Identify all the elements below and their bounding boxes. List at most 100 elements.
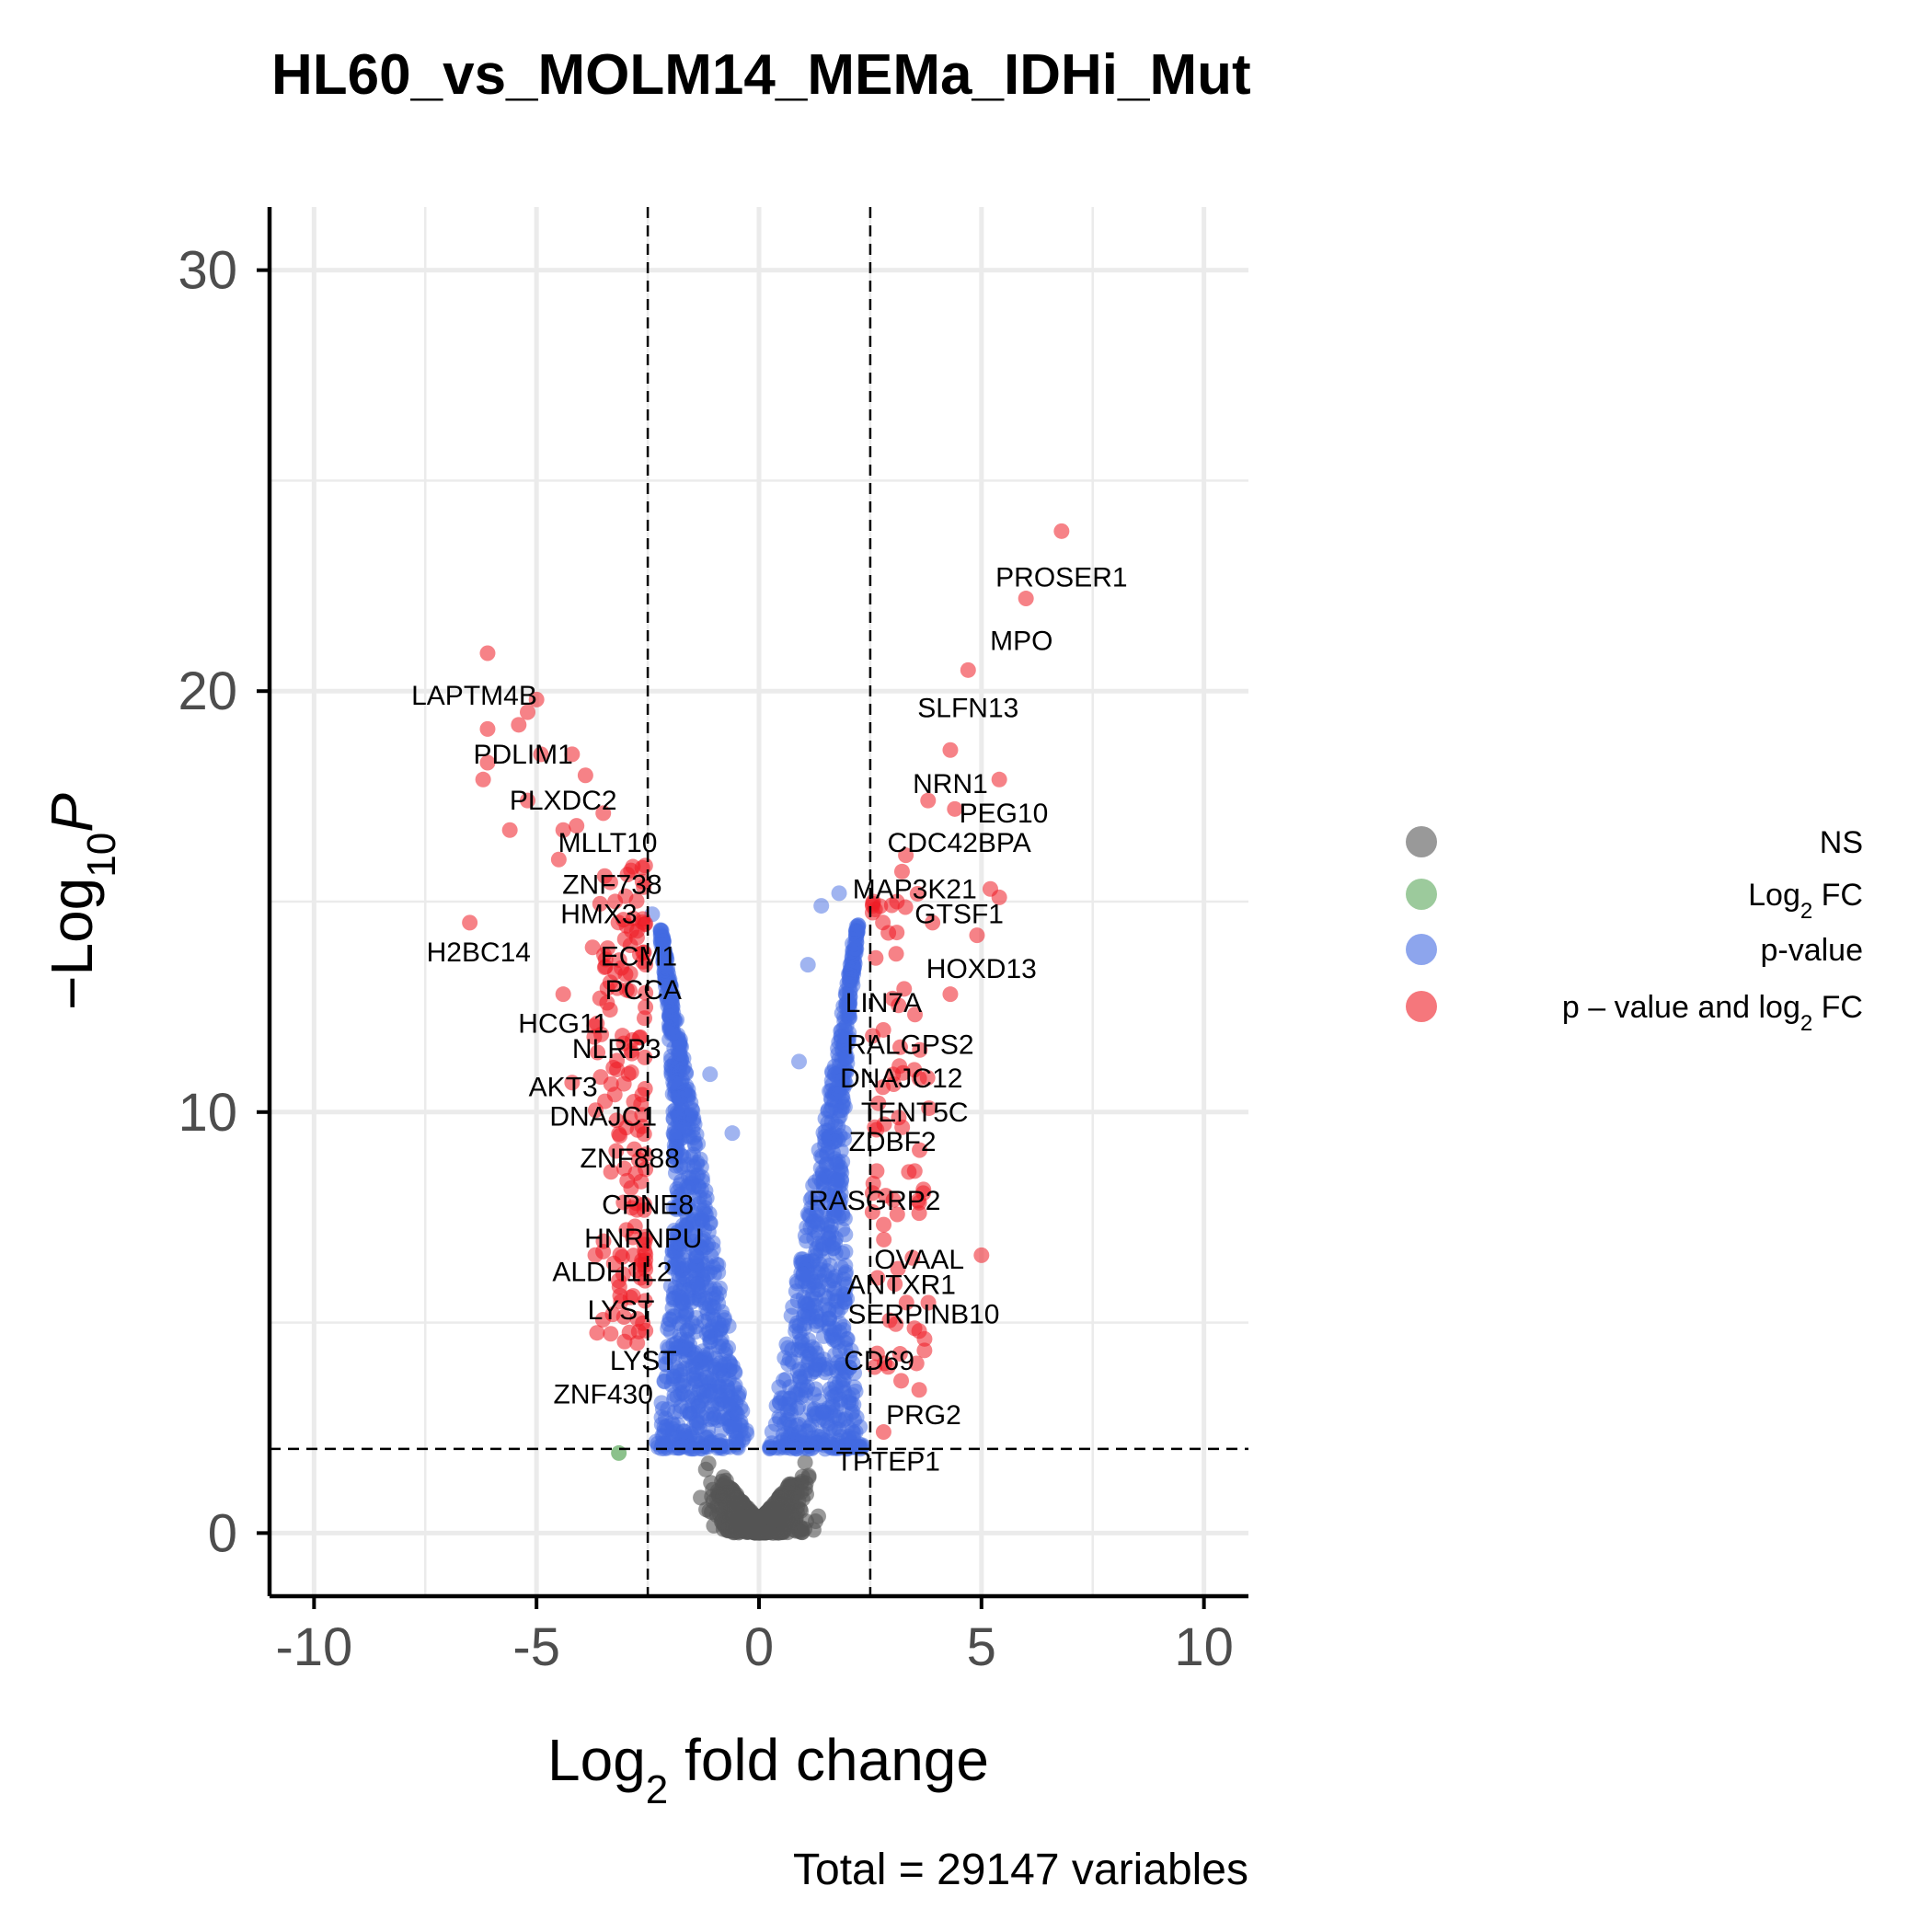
ns-points: [693, 1455, 826, 1541]
p-value-point: [687, 1137, 704, 1154]
p-value-point: [664, 998, 681, 1015]
p-value-point: [822, 1420, 838, 1436]
caption: Total = 29147 variables: [793, 1846, 1248, 1894]
pfc-point: [479, 645, 496, 661]
pfc-point: [632, 1270, 649, 1286]
p-value-point: [826, 1058, 843, 1075]
p-value-point: [665, 1074, 682, 1090]
pfc-point: [887, 1276, 903, 1293]
pfc-point: [908, 1355, 925, 1372]
p-value-point: [808, 1273, 824, 1290]
p-value-point: [823, 1073, 840, 1089]
ns-point: [703, 1475, 719, 1491]
pfc-point: [629, 1121, 646, 1138]
p-value-point: [825, 1325, 842, 1341]
gene-label: PDLIM1: [473, 740, 572, 770]
pfc-point: [603, 1326, 619, 1342]
p-value-point: [690, 1280, 707, 1296]
ns-point: [742, 1523, 759, 1539]
p-value-point: [719, 1377, 735, 1394]
p-value-point: [809, 1195, 825, 1212]
pfc-point: [909, 885, 926, 902]
gene-label: DNAJC12: [840, 1064, 962, 1094]
pfc-point: [973, 1247, 990, 1263]
pfc-point: [614, 1248, 630, 1265]
p-value-point: [679, 1389, 696, 1406]
gene-label: PROSER1: [995, 563, 1127, 593]
gene-label: GTSF1: [914, 900, 1004, 930]
gene-label: ALDH1L2: [552, 1258, 672, 1288]
p-value-point: [668, 1225, 684, 1241]
p-value-point: [680, 1216, 696, 1233]
pfc-point: [637, 1232, 653, 1248]
ns-point: [717, 1475, 733, 1491]
pfc-point: [624, 1045, 640, 1062]
p-value-point: [800, 1332, 817, 1349]
pfc-point: [628, 892, 645, 909]
p-value-point: [654, 1400, 671, 1417]
pfc-point: [592, 895, 608, 912]
pfc-point: [625, 1229, 641, 1246]
pfc-point: [991, 771, 1007, 788]
pfc-point: [528, 691, 545, 707]
pfc-point: [634, 914, 650, 930]
pfc-point: [891, 1110, 907, 1126]
ns-point: [793, 1484, 810, 1501]
gene-label: H2BC14: [427, 937, 531, 968]
gene-label: HMX3: [560, 900, 637, 930]
pfc-point: [617, 966, 634, 983]
pfc-point: [599, 995, 615, 1011]
y-tick-label: 0: [208, 1503, 237, 1563]
p-value-point: [685, 1110, 702, 1127]
pfc-point: [865, 1028, 881, 1044]
pfc-point: [533, 746, 549, 763]
p-value-point: [835, 1286, 852, 1303]
pfc-point: [628, 1202, 645, 1218]
p-value-point: [694, 1211, 710, 1227]
gene-label: RALGPS2: [846, 1030, 973, 1061]
pfc-point: [885, 1075, 902, 1092]
p-value-point: [837, 986, 854, 1003]
p-value-point: [690, 1398, 707, 1415]
p-value-point: [672, 1045, 688, 1062]
gene-label: ZNF888: [581, 1144, 680, 1174]
pfc-point: [889, 1206, 905, 1223]
pfc-point: [884, 990, 901, 1006]
gene-label: CPNE8: [602, 1190, 694, 1220]
p-value-point: [655, 953, 672, 970]
p-value-point: [667, 1146, 684, 1163]
p-value-point: [664, 1259, 681, 1275]
chart-title: HL60_vs_MOLM14_MEMa_IDHi_Mut: [271, 43, 1251, 107]
p-value-point: [716, 1312, 732, 1328]
gene-label: NLRP3: [572, 1034, 661, 1064]
pfc-point: [622, 937, 638, 953]
p-value-point: [837, 1258, 854, 1274]
pfc-point: [864, 1203, 880, 1220]
pfc-point: [912, 1142, 928, 1158]
p-value-point: [705, 1318, 721, 1335]
p-value-point: [658, 1368, 674, 1385]
p-value-point: [837, 1226, 854, 1243]
pfc-point: [925, 914, 941, 931]
pfc-point: [898, 847, 914, 864]
p-value-point: [812, 1242, 829, 1259]
p-value-point: [661, 1019, 678, 1036]
pfc-point: [501, 822, 518, 838]
p-value-point: [679, 1156, 696, 1173]
p-value-point: [799, 957, 816, 973]
ns-point: [717, 1506, 733, 1523]
pfc-point: [1018, 591, 1034, 607]
p-value-point: [662, 1324, 679, 1340]
p-value-point: [767, 1416, 784, 1432]
p-value-point: [797, 1412, 813, 1429]
pfc-point: [564, 746, 581, 763]
gene-label: PEG10: [960, 799, 1049, 829]
pfc-point: [555, 822, 571, 838]
pfc-point: [615, 1028, 631, 1044]
p-value-point: [842, 1360, 858, 1376]
p-value-point: [688, 1373, 705, 1389]
pfc-point: [891, 1346, 908, 1363]
p-value-point: [797, 1227, 813, 1244]
pfc-point: [907, 1006, 924, 1023]
